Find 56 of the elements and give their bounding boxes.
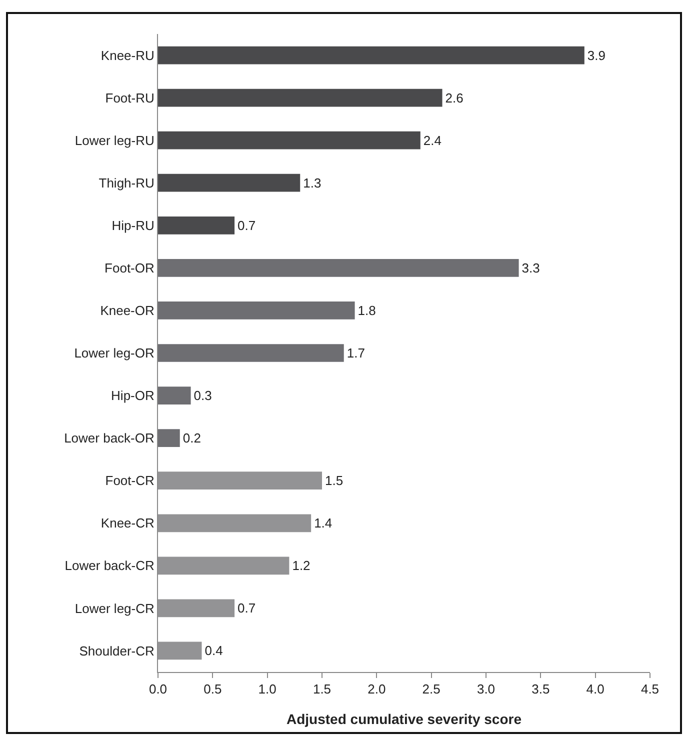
y-tick-label: Thigh-RU [98, 175, 154, 190]
bar [158, 174, 300, 192]
y-tick-label: Foot-CR [105, 473, 154, 488]
bar [158, 599, 235, 618]
y-tick-label: Shoulder-CR [79, 643, 154, 658]
data-label: 0.4 [204, 643, 223, 658]
x-tick-label: 0.5 [204, 682, 222, 697]
bar [158, 514, 312, 532]
data-label: 1.8 [358, 302, 376, 318]
data-label: 2.6 [445, 90, 464, 106]
bar [158, 556, 290, 575]
y-tick-label: Knee-CR [100, 516, 154, 531]
y-tick-label: Foot-RU [105, 90, 154, 106]
data-label: 3.3 [522, 260, 540, 276]
y-tick-label: Lower leg-CR [74, 600, 154, 616]
y-tick-label: Hip-OR [111, 388, 154, 404]
x-tick-label: 4.5 [640, 682, 660, 697]
bar [158, 472, 322, 490]
data-label: 1.7 [346, 346, 365, 360]
x-tick-label: 0.0 [148, 682, 168, 697]
bar [158, 429, 180, 447]
data-label: 1.5 [325, 473, 344, 488]
x-tick-label: 3.0 [476, 682, 496, 697]
data-label: 0.2 [182, 430, 201, 446]
bar [158, 46, 584, 64]
bar [158, 259, 519, 277]
y-tick-label: Lower back-CR [64, 558, 154, 574]
data-label: 0.7 [238, 600, 256, 616]
data-label: 1.3 [303, 175, 322, 190]
data-label: 1.2 [292, 558, 310, 574]
bar [158, 88, 442, 107]
data-label: 0.3 [194, 388, 212, 404]
data-label: 0.7 [238, 218, 256, 233]
x-tick-label: 4.0 [586, 682, 604, 697]
bar [158, 642, 202, 660]
bar [158, 131, 420, 150]
bar [158, 302, 355, 320]
data-label: 3.9 [587, 48, 606, 63]
y-tick-label: Lower back-OR [64, 430, 154, 446]
y-tick-label: Knee-RU [100, 48, 154, 63]
y-tick-label: Lower leg-RU [74, 132, 154, 148]
y-tick-label: Foot-OR [104, 260, 154, 276]
x-tick-label: 3.5 [532, 682, 550, 697]
x-tick-label: 1.0 [258, 682, 276, 697]
x-tick-label: 2.0 [368, 682, 386, 697]
data-label: 2.4 [423, 132, 442, 148]
y-tick-label: Knee-OR [100, 303, 154, 318]
y-tick-label: Lower leg-OR [74, 346, 154, 361]
data-label: 1.4 [314, 516, 332, 531]
y-tick-label: Hip-RU [112, 218, 154, 233]
x-tick-label: 2.5 [422, 682, 440, 697]
bar [158, 344, 344, 362]
bar [158, 216, 235, 234]
bar [158, 386, 191, 404]
x-tick-label: 1.5 [312, 682, 332, 697]
x-axis-title: Adjusted cumulative severity score [286, 711, 522, 727]
